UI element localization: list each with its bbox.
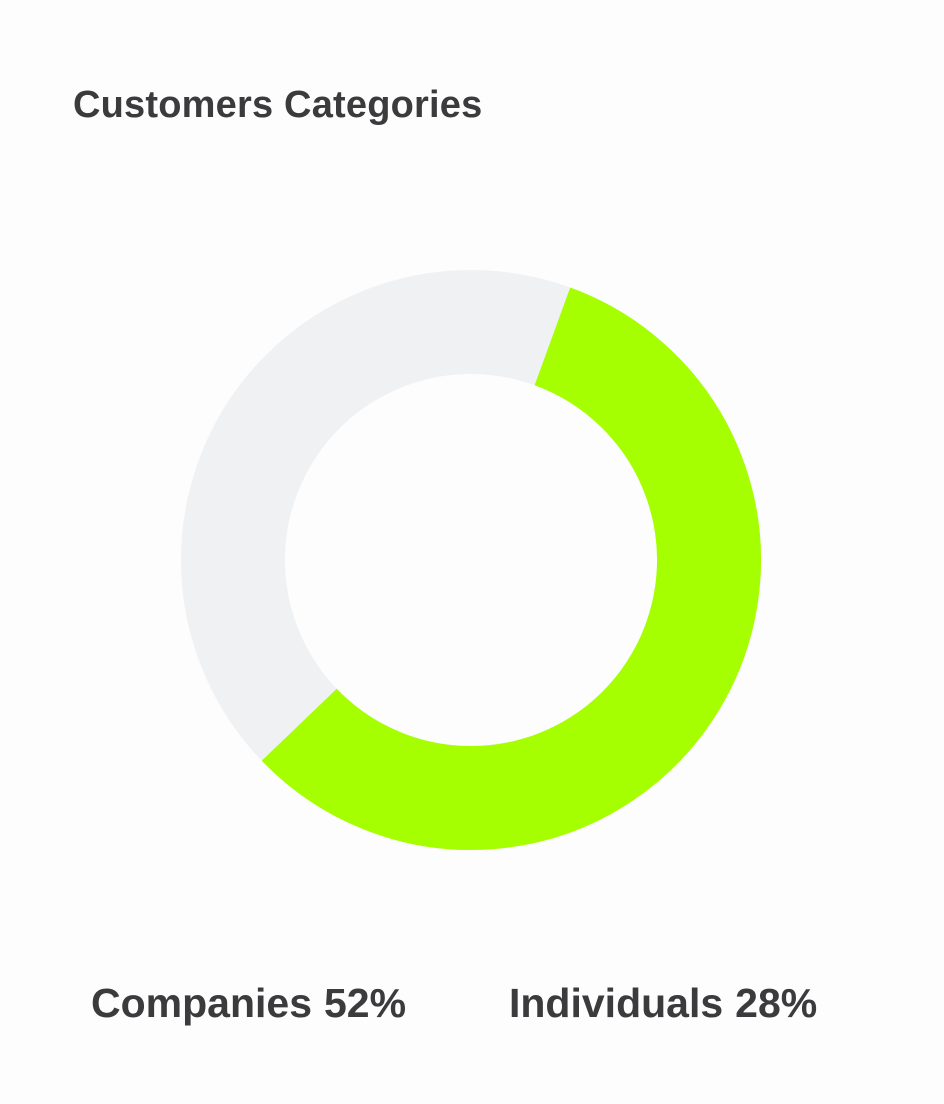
legend-label: Individuals xyxy=(509,980,724,1026)
legend-value: 52% xyxy=(324,980,407,1026)
chart-title: Customers Categories xyxy=(73,84,483,126)
legend-value: 28% xyxy=(735,980,818,1026)
legend-label: Companies xyxy=(91,980,312,1026)
legend-item-individuals: Individuals 28% xyxy=(509,980,829,1027)
donut-slice-companies xyxy=(261,287,761,850)
legend-item-companies: Companies 52% xyxy=(91,980,418,1027)
